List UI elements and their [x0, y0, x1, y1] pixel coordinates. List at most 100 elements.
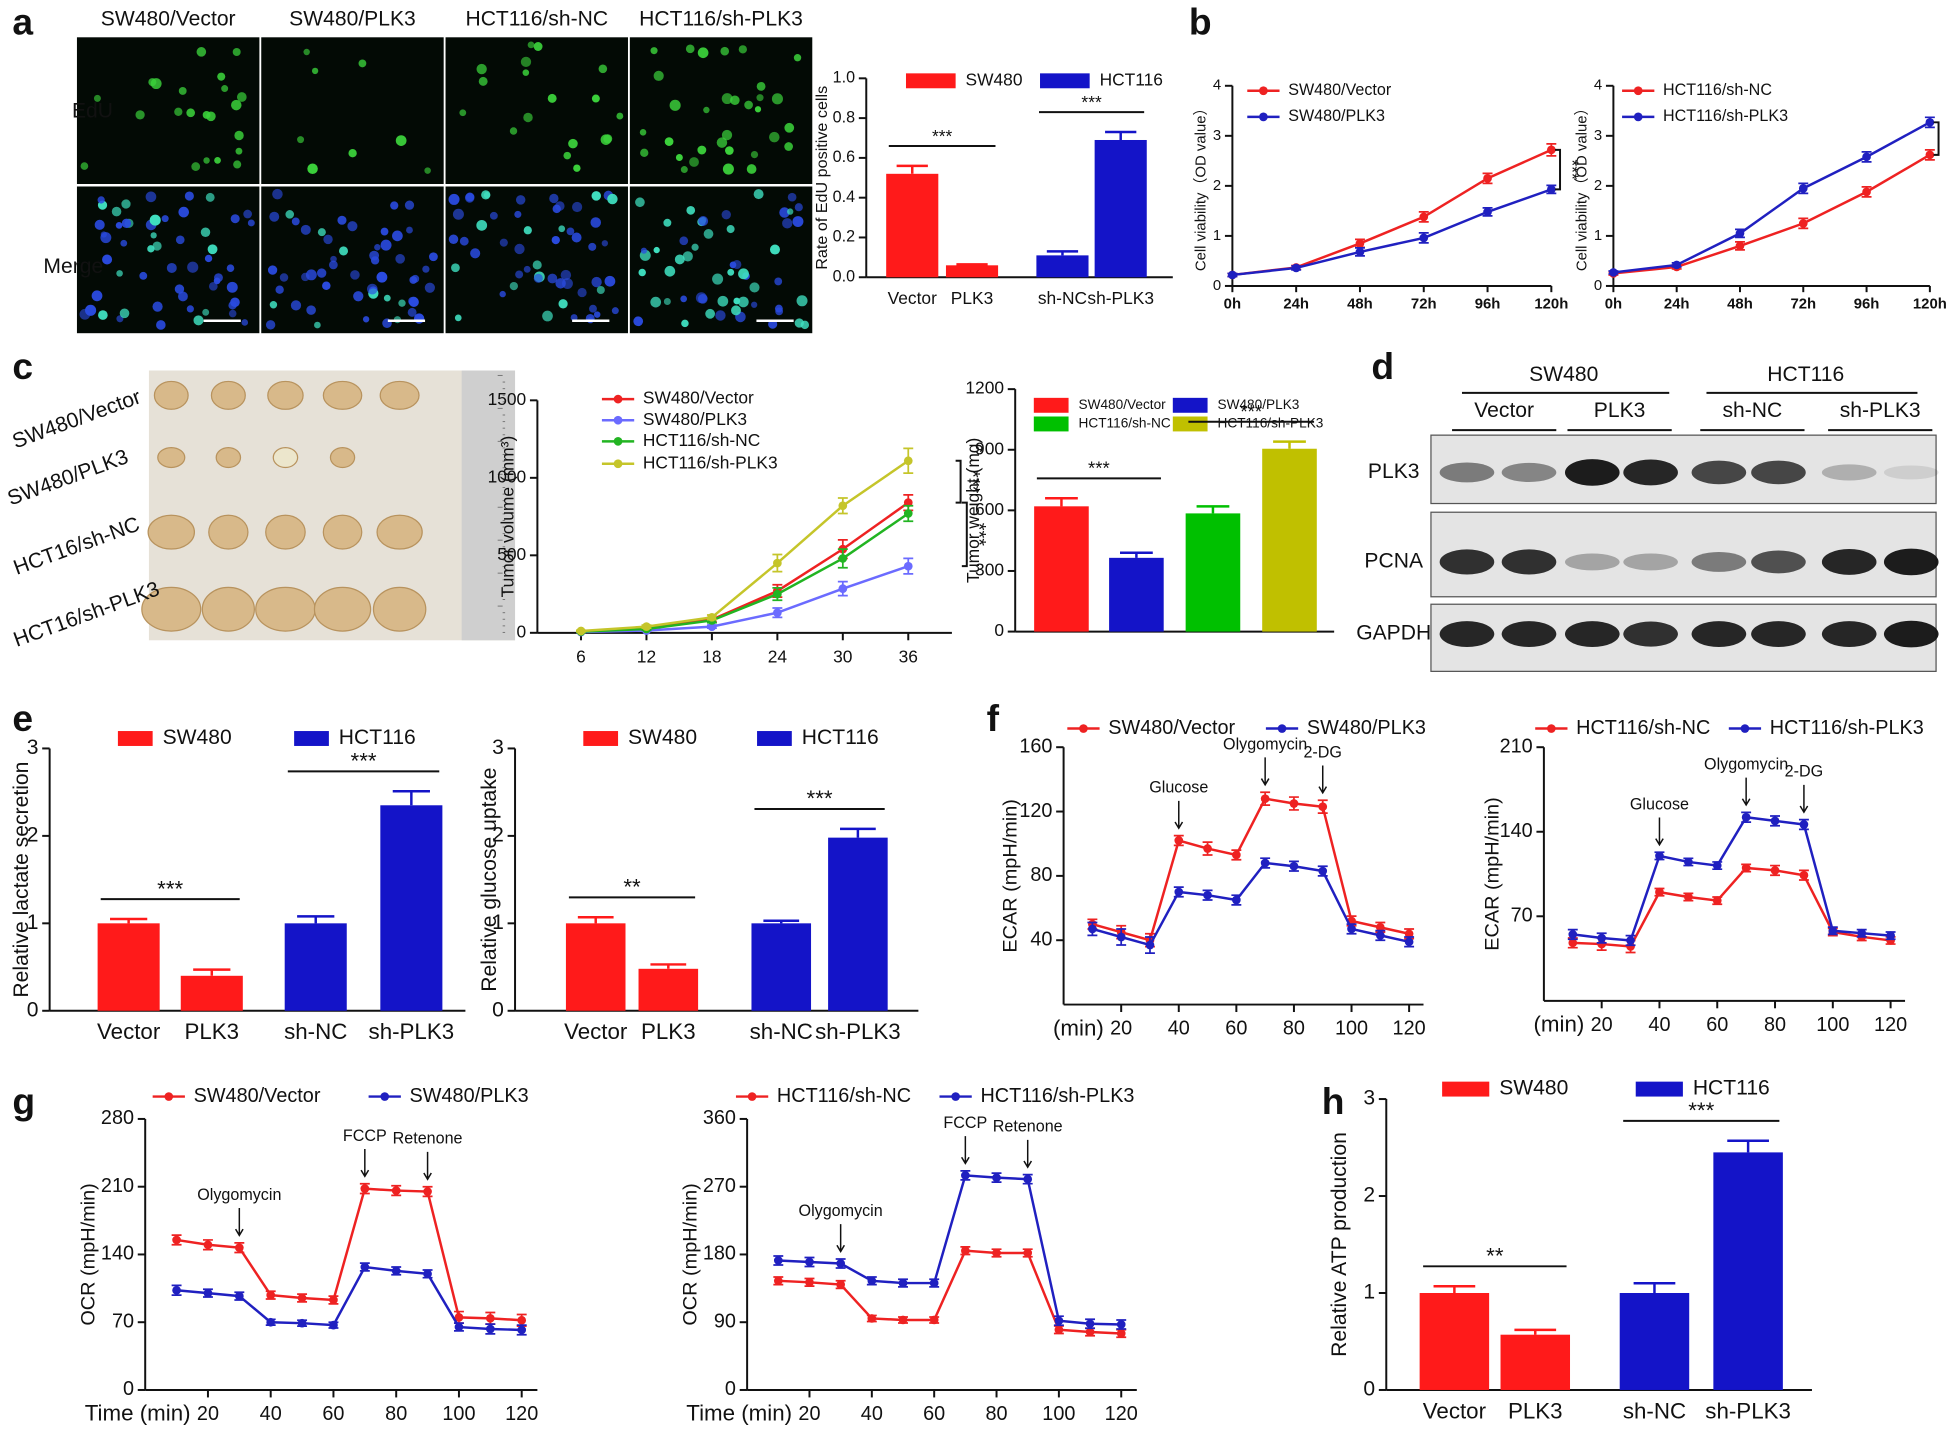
- band: [1564, 553, 1620, 571]
- band: [1501, 621, 1557, 647]
- nucleus: [174, 107, 183, 116]
- ruler: [461, 370, 516, 641]
- series-line: [176, 1187, 522, 1322]
- legend-swatch: [905, 73, 956, 89]
- nucleus: [390, 201, 399, 210]
- nucleus: [572, 201, 583, 213]
- nucleus: [733, 297, 741, 305]
- nucleus: [91, 290, 103, 302]
- data-point: [1770, 866, 1780, 875]
- y-tick-label: 0: [1594, 278, 1602, 294]
- y-axis-label: ECAR (mpH/min): [1000, 799, 1022, 953]
- tumor: [267, 380, 304, 410]
- nucleus: [650, 296, 662, 308]
- data-point: [1546, 185, 1556, 194]
- band: [1623, 553, 1678, 571]
- data-point: [1626, 942, 1635, 951]
- x-tick-label: 72h: [1790, 297, 1816, 313]
- nucleus: [454, 314, 462, 322]
- data-point: [1799, 870, 1809, 880]
- nucleus: [679, 236, 689, 246]
- nucleus: [459, 109, 467, 117]
- data-point: [172, 1285, 181, 1295]
- nucleus: [552, 204, 561, 214]
- y-tick-label: 600: [975, 499, 1004, 519]
- data-point: [1925, 117, 1935, 127]
- nucleus: [121, 218, 132, 229]
- data-point: [234, 1291, 244, 1301]
- y-tick-label: 0: [994, 620, 1004, 640]
- data-point: [266, 1317, 276, 1327]
- nucleus: [669, 99, 681, 111]
- data-point: [1260, 858, 1270, 868]
- lane-label: sh-PLK3: [1840, 399, 1921, 422]
- y-axis-label: Cell viability（OD value）: [1192, 101, 1209, 272]
- nucleus: [413, 313, 425, 324]
- data-point: [454, 1322, 464, 1332]
- y-tick-label: 1500: [488, 389, 527, 409]
- panel-label: h: [1322, 1080, 1345, 1122]
- nucleus: [178, 206, 190, 218]
- nucleus: [119, 308, 130, 319]
- nucleus: [145, 191, 157, 203]
- band: [1439, 549, 1495, 575]
- x-tick-label: 40: [1168, 1018, 1190, 1040]
- legend-label: SW480/Vector: [194, 1085, 321, 1107]
- nucleus: [376, 271, 388, 283]
- significance-label: ***: [351, 749, 377, 774]
- x-tick-label: 60: [1706, 1014, 1728, 1036]
- series-line: [1092, 861, 1410, 947]
- x-tick-label: Vector: [888, 288, 937, 308]
- nucleus: [681, 319, 689, 328]
- y-axis-label: Tumor weight (mg): [963, 438, 983, 583]
- blot: [1430, 434, 1937, 505]
- y-axis-label: OCR (mpH/min): [78, 1183, 100, 1325]
- data-point: [1799, 820, 1809, 829]
- nucleus: [231, 99, 242, 111]
- y-tick-label: 3: [1213, 128, 1221, 144]
- legend-label: SW480/Vector: [1078, 397, 1166, 412]
- x-tick-label: 100: [1042, 1403, 1075, 1425]
- data-point: [1085, 1319, 1095, 1329]
- event-arrow: [1174, 800, 1184, 830]
- nucleus: [233, 160, 242, 169]
- nucleus: [640, 148, 649, 158]
- x-axis-label: (min): [1533, 1012, 1584, 1037]
- y-tick-label: 0: [1213, 278, 1221, 294]
- data-point: [391, 1186, 401, 1195]
- data-point: [1735, 229, 1745, 238]
- nucleus: [769, 244, 780, 255]
- error-bar: [650, 963, 687, 969]
- bar: [1262, 448, 1317, 632]
- nucleus: [422, 265, 430, 273]
- nucleus: [686, 206, 696, 215]
- y-tick-label: 3: [1363, 1087, 1375, 1110]
- x-tick-label: 60: [1225, 1018, 1247, 1040]
- data-point: [1291, 263, 1301, 273]
- panel-label: g: [12, 1080, 35, 1122]
- nucleus: [226, 264, 235, 272]
- nucleus: [311, 67, 319, 75]
- y-tick-label: 120: [1019, 800, 1052, 822]
- data-point: [773, 608, 782, 618]
- nucleus: [191, 162, 201, 171]
- nucleus: [148, 78, 157, 87]
- event-arrow: [1023, 1139, 1033, 1169]
- data-point: [867, 1314, 877, 1323]
- data-point: [867, 1276, 877, 1286]
- lane-label: sh-NC: [1723, 399, 1783, 422]
- nucleus: [705, 308, 716, 319]
- nucleus: [509, 127, 518, 135]
- nucleus: [350, 270, 360, 280]
- data-point: [773, 1256, 783, 1265]
- nucleus: [746, 164, 757, 174]
- nucleus: [424, 282, 435, 293]
- legend-label: HCT116: [339, 726, 416, 749]
- error-bar: [110, 917, 148, 924]
- panel-label: c: [12, 345, 33, 387]
- data-point: [1203, 844, 1212, 853]
- panel-label: b: [1189, 1, 1212, 43]
- event-arrow: [1260, 757, 1270, 787]
- band: [1751, 621, 1806, 647]
- nucleus: [366, 283, 378, 295]
